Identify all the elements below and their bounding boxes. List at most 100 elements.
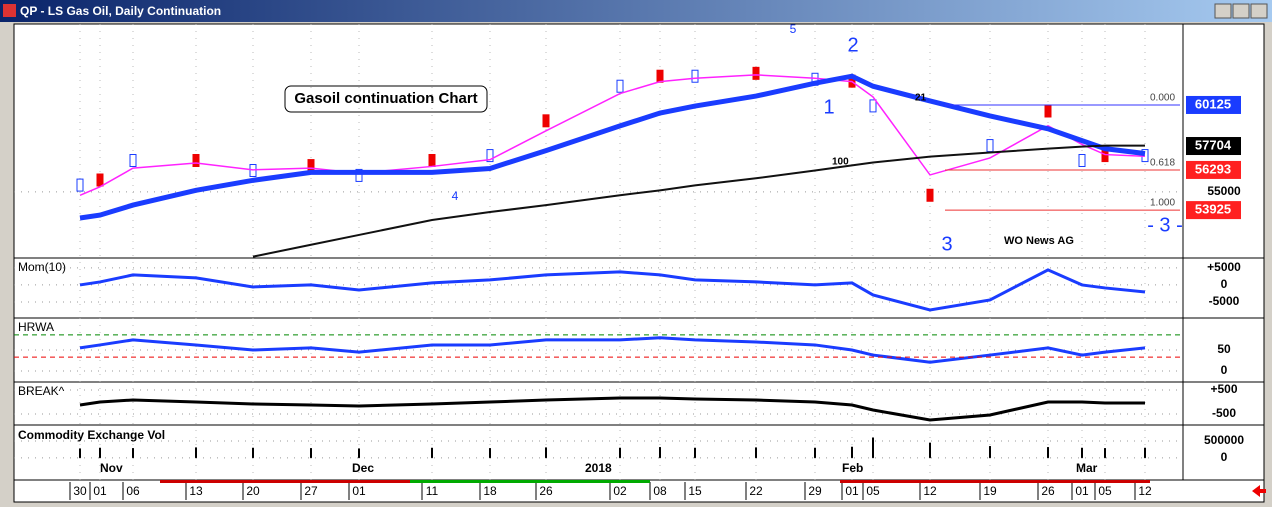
- date-label: 05: [866, 484, 880, 498]
- minimize-button[interactable]: [1214, 3, 1232, 19]
- date-label: 29: [808, 484, 822, 498]
- price-label: 53925: [1195, 202, 1231, 217]
- candle: [96, 173, 104, 187]
- price-label-box: [1186, 95, 1241, 114]
- fib-label: 1.000: [1150, 198, 1175, 209]
- price-label: 60125: [1195, 96, 1231, 111]
- y-tick-label: 500000: [1204, 433, 1244, 447]
- candle: [656, 69, 664, 83]
- ma-label: 21: [915, 93, 927, 104]
- y-tick-label: 55000: [1207, 184, 1241, 198]
- app-icon: [3, 4, 16, 17]
- watermark: WO News AG: [1004, 235, 1074, 247]
- panel-label: Mom(10): [18, 260, 66, 274]
- series-line: [79, 74, 1146, 196]
- date-label: 02: [613, 484, 627, 498]
- wave-label: 5: [790, 22, 797, 36]
- series-line: [79, 396, 1145, 422]
- panel-label: Commodity Exchange Vol: [18, 428, 165, 442]
- y-tick-label: +500: [1210, 382, 1237, 396]
- series-line: [252, 144, 1145, 258]
- date-label: 19: [983, 484, 997, 498]
- date-label: 01: [352, 484, 366, 498]
- month-label: Feb: [842, 461, 863, 475]
- candle: [428, 154, 436, 167]
- date-label: 18: [483, 484, 497, 498]
- y-tick-label: 0: [1221, 277, 1228, 291]
- ma-label: 100: [832, 157, 849, 168]
- session-bar: [840, 480, 1150, 483]
- date-label: 15: [688, 484, 702, 498]
- price-label: 57704: [1195, 137, 1232, 152]
- scroll-arrow[interactable]: [1252, 485, 1266, 497]
- candle: [192, 154, 200, 167]
- y-tick-label: 0: [1221, 450, 1228, 464]
- month-label: 2018: [585, 461, 612, 475]
- date-label: 26: [539, 484, 553, 498]
- price-label: 56293: [1195, 161, 1231, 176]
- date-label: 06: [126, 484, 140, 498]
- date-label: 05: [1098, 484, 1112, 498]
- chart-area: [13, 23, 1265, 481]
- candle: [1078, 154, 1086, 167]
- date-label: 12: [923, 484, 937, 498]
- candle: [869, 99, 877, 113]
- price-label-box: [1186, 201, 1241, 220]
- y-tick-label: 0: [1221, 363, 1228, 377]
- candle: [307, 159, 315, 173]
- candle: [691, 69, 699, 83]
- session-bar: [410, 480, 650, 483]
- fib-label: 0.618: [1150, 158, 1175, 169]
- window-controls[interactable]: [1214, 3, 1268, 19]
- date-label: 01: [845, 484, 859, 498]
- candle: [986, 139, 994, 153]
- close-button[interactable]: [1250, 3, 1268, 19]
- date-label: 11: [426, 484, 439, 498]
- y-tick-label: 50: [1217, 342, 1231, 356]
- candle: [752, 66, 760, 80]
- price-label-box: [1186, 160, 1241, 179]
- candle: [355, 168, 363, 182]
- wave-label: - 3 -: [1147, 214, 1183, 236]
- date-label: 13: [189, 484, 203, 498]
- price-label-box: [1186, 137, 1241, 156]
- wave-label: 4: [452, 189, 459, 203]
- annotation: Gasoil continuation Chart: [294, 90, 477, 107]
- series-line: [79, 73, 1146, 221]
- wave-label: 3: [941, 233, 952, 255]
- maximize-button[interactable]: [1232, 3, 1250, 19]
- annotation-box: [284, 85, 488, 113]
- series-line: [79, 336, 1146, 364]
- y-tick-label: +5000: [1207, 260, 1241, 274]
- session-bar: [160, 480, 410, 483]
- candle: [542, 114, 550, 128]
- wave-label: 1: [823, 96, 834, 118]
- panel-label: BREAK^: [18, 384, 65, 398]
- month-label: Mar: [1076, 461, 1098, 475]
- date-label: 27: [304, 484, 318, 498]
- date-label: 08: [653, 484, 667, 498]
- date-label: 01: [1075, 484, 1089, 498]
- month-label: Nov: [100, 461, 123, 475]
- date-label: 12: [1138, 484, 1152, 498]
- y-tick-label: -5000: [1209, 294, 1240, 308]
- candle: [616, 79, 624, 93]
- month-label: Dec: [352, 461, 374, 475]
- series-line: [79, 268, 1146, 312]
- fib-label: 0.000: [1150, 93, 1175, 104]
- window-title: QP - LS Gas Oil, Daily Continuation: [20, 4, 221, 18]
- date-label: 01: [93, 484, 107, 498]
- y-tick-label: -500: [1212, 406, 1236, 420]
- title-bar: [0, 0, 1272, 22]
- candle: [129, 154, 137, 167]
- wave-label: 2: [847, 34, 858, 56]
- candle: [926, 188, 934, 202]
- panel-label: HRWA: [18, 320, 54, 334]
- date-label: 20: [246, 484, 260, 498]
- date-label: 22: [749, 484, 763, 498]
- candle: [76, 178, 84, 192]
- candle: [1044, 104, 1052, 118]
- date-label: 26: [1041, 484, 1055, 498]
- candle: [486, 149, 494, 163]
